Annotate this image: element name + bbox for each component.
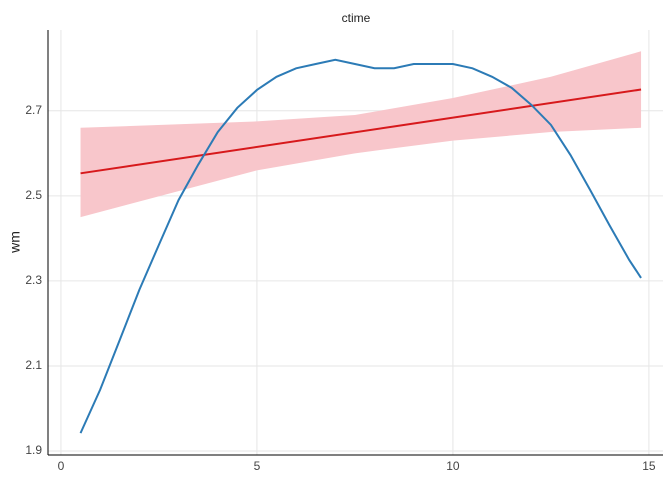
y-axis-label: wm: [7, 231, 23, 254]
y-tick-label: 2.1: [25, 358, 42, 372]
x-tick-label: 10: [446, 459, 460, 473]
y-tick-label: 1.9: [25, 443, 42, 457]
chart-title: ctime: [342, 11, 371, 25]
x-tick-label: 5: [254, 459, 261, 473]
x-tick-label: 0: [58, 459, 65, 473]
y-tick-label: 2.7: [25, 103, 42, 117]
y-tick-label: 2.5: [25, 188, 42, 202]
x-tick-label: 15: [642, 459, 656, 473]
line: [79, 58, 642, 434]
line: [80, 88, 642, 175]
y-tick-label: 2.3: [25, 273, 42, 287]
confidence-band: [80, 51, 642, 218]
